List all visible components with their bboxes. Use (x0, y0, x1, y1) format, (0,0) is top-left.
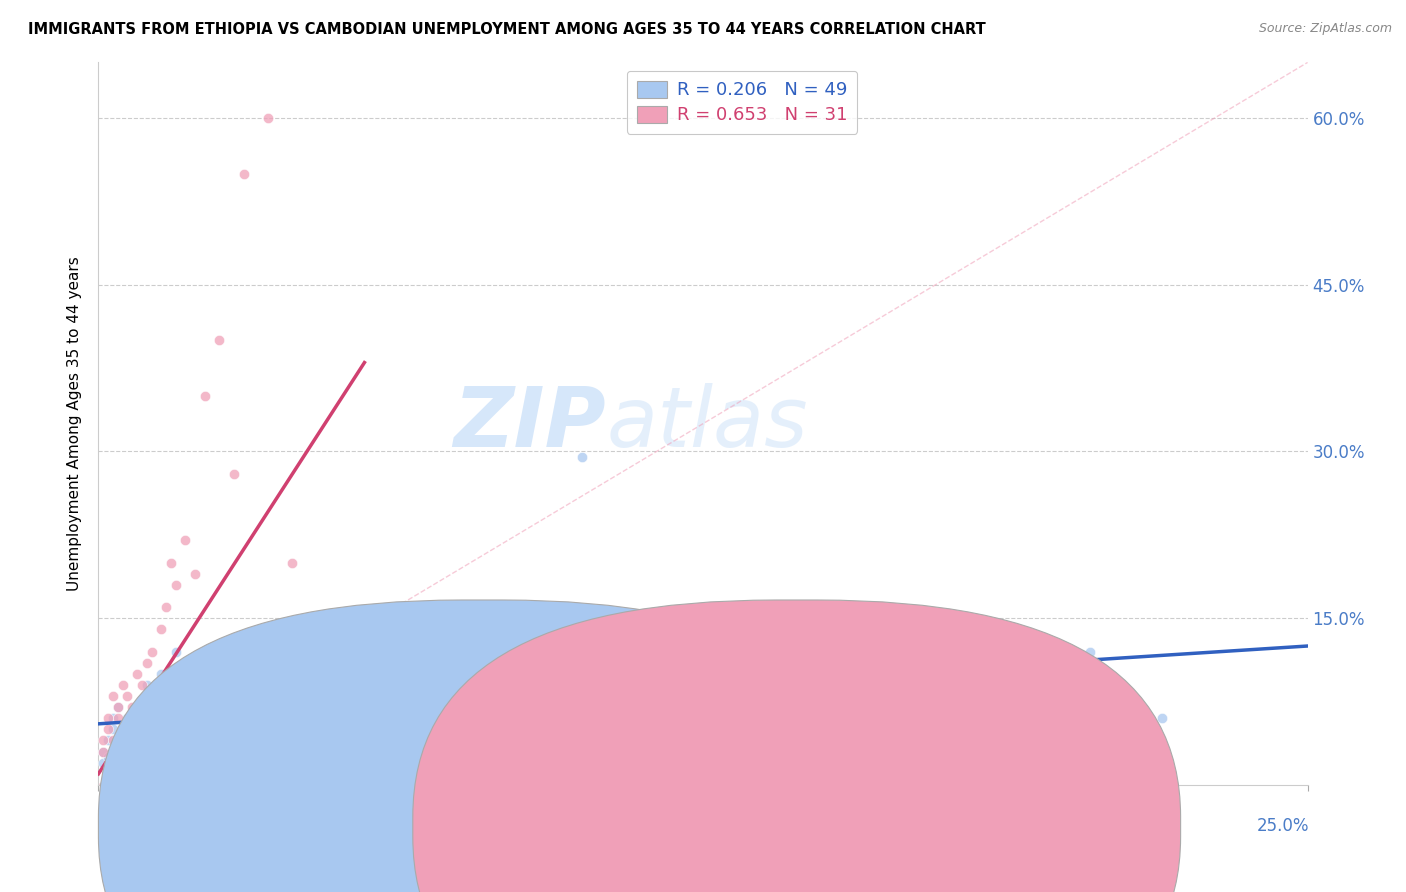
Point (160, 689, 183, 703)
Point (208, 334, 231, 348)
Point (165, 644, 187, 658)
Point (184, 656, 207, 670)
Point (135, 656, 157, 670)
Point (141, 644, 163, 658)
Point (135, 689, 157, 703)
Point (957, 678, 980, 692)
Point (523, 656, 546, 670)
Point (131, 678, 153, 692)
Point (402, 656, 425, 670)
Point (107, 700, 129, 714)
Point (97, 750, 120, 764)
Point (145, 689, 167, 703)
Point (668, 673, 690, 687)
Text: 0.0%: 0.0% (97, 817, 139, 836)
Text: Source: ZipAtlas.com: Source: ZipAtlas.com (1258, 22, 1392, 36)
Point (329, 666, 352, 681)
Point (377, 689, 399, 703)
Point (281, 556, 304, 570)
Point (91, 745, 114, 759)
Point (1152, 711, 1174, 725)
Point (97, 723, 120, 737)
Point (174, 533, 197, 548)
FancyBboxPatch shape (98, 600, 866, 892)
Point (117, 711, 139, 725)
Point (222, 644, 245, 658)
Point (111, 750, 134, 764)
Point (450, 644, 472, 658)
Point (135, 678, 157, 692)
Point (256, 111, 278, 125)
Legend: R = 0.206   N = 49, R = 0.653   N = 31: R = 0.206 N = 49, R = 0.653 N = 31 (627, 70, 858, 134)
Point (194, 389, 217, 403)
Point (117, 689, 139, 703)
Point (101, 745, 124, 759)
Point (165, 578, 187, 592)
Point (117, 745, 139, 759)
Point (222, 467, 245, 481)
Point (121, 733, 143, 747)
Point (353, 633, 375, 648)
Point (131, 711, 153, 725)
Point (194, 666, 217, 681)
Point (305, 644, 328, 658)
Point (107, 711, 129, 725)
Point (174, 678, 197, 692)
Point (127, 666, 149, 681)
Point (571, 450, 593, 464)
Point (101, 733, 124, 747)
Point (91, 745, 114, 759)
Point (232, 167, 254, 181)
Point (860, 666, 883, 681)
Point (111, 678, 134, 692)
Point (141, 700, 163, 714)
Point (101, 723, 124, 737)
Point (127, 745, 149, 759)
Point (91, 756, 114, 770)
Point (208, 656, 231, 670)
Text: Immigrants from Ethiopia: Immigrants from Ethiopia (512, 820, 717, 834)
Point (426, 633, 449, 648)
Point (256, 633, 278, 648)
Point (150, 623, 173, 637)
Point (765, 689, 787, 703)
Point (121, 700, 143, 714)
Text: Cambodians: Cambodians (827, 820, 927, 834)
Point (121, 716, 143, 731)
Point (127, 700, 149, 714)
Point (111, 723, 134, 737)
Point (107, 733, 129, 747)
Point (111, 723, 134, 737)
Point (184, 566, 207, 581)
Text: 25.0%: 25.0% (1257, 817, 1309, 836)
Point (474, 678, 496, 692)
Point (232, 678, 254, 692)
Point (145, 678, 167, 692)
Point (97, 711, 120, 725)
Text: IMMIGRANTS FROM ETHIOPIA VS CAMBODIAN UNEMPLOYMENT AMONG AGES 35 TO 44 YEARS COR: IMMIGRANTS FROM ETHIOPIA VS CAMBODIAN UN… (28, 22, 986, 37)
Point (101, 711, 124, 725)
Text: atlas: atlas (606, 384, 808, 464)
Point (1078, 644, 1101, 658)
Point (281, 656, 304, 670)
Point (97, 733, 120, 747)
Point (150, 666, 173, 681)
Point (101, 689, 124, 703)
Point (305, 611, 328, 625)
Point (155, 600, 177, 615)
Point (91, 733, 114, 747)
FancyBboxPatch shape (413, 600, 1181, 892)
Point (107, 700, 129, 714)
Text: ZIP: ZIP (454, 384, 606, 464)
Y-axis label: Unemployment Among Ages 35 to 44 years: Unemployment Among Ages 35 to 44 years (67, 256, 83, 591)
Point (377, 644, 399, 658)
Point (160, 556, 183, 570)
